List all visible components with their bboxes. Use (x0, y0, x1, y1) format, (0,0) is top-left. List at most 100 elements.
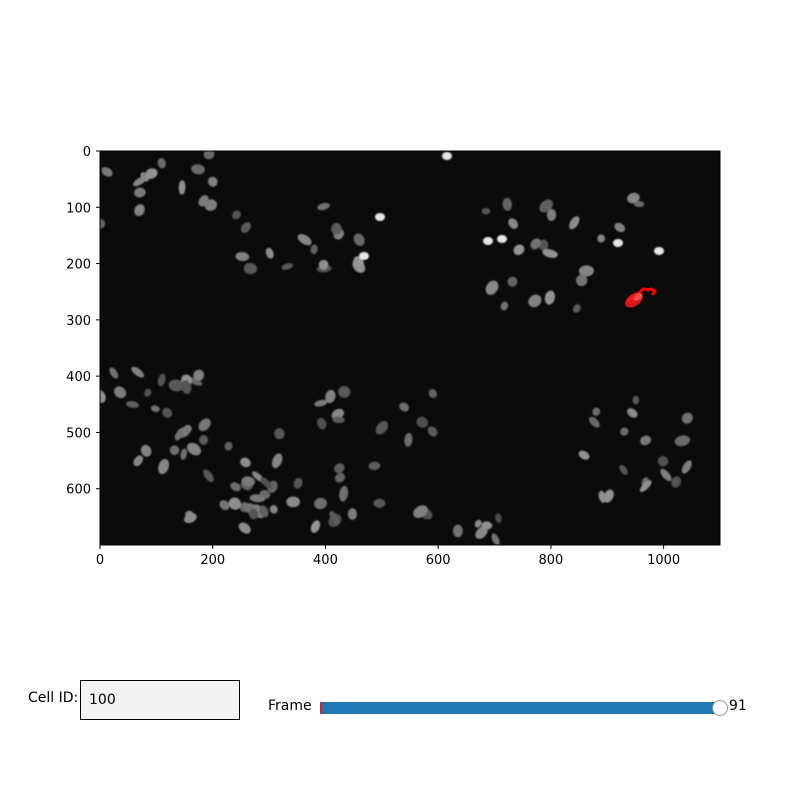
microscopy-image[interactable] (83, 148, 720, 546)
cell-nucleus (627, 408, 638, 418)
frame-slider-handle[interactable] (712, 700, 728, 716)
cell-nucleus (329, 510, 339, 525)
cell-nucleus (681, 412, 693, 424)
cell-nucleus (502, 197, 512, 211)
cell-nucleus (481, 521, 493, 530)
cell-nucleus (338, 386, 351, 398)
bright-nucleus (613, 239, 623, 247)
image-background (100, 151, 720, 545)
cell-nucleus (114, 386, 127, 399)
cell-nucleus (614, 222, 626, 233)
cell-nucleus (260, 477, 273, 489)
cell-nucleus (507, 276, 518, 287)
cell-nucleus (317, 202, 330, 211)
cell-nucleus (259, 505, 269, 518)
cell-nucleus (293, 477, 303, 489)
y-axis: 0 100 200 300 400 500 600 (66, 145, 100, 498)
y-tick-label: 400 (66, 370, 91, 385)
cell-nucleus (639, 480, 652, 492)
cell-nucleus (134, 204, 145, 217)
cell-nucleus (150, 405, 160, 412)
y-tick-label: 0 (83, 145, 91, 160)
cell-nucleus (198, 195, 209, 207)
cell-nucleus (331, 222, 342, 235)
cell-nucleus (508, 218, 519, 229)
cell-nucleus (100, 389, 106, 404)
cell-nucleus (240, 222, 251, 233)
cell-nucleus (317, 417, 327, 430)
cell-nucleus (500, 301, 509, 311)
cell-nucleus (238, 522, 251, 534)
cell-nucleus (168, 379, 185, 392)
cell-nucleus (339, 485, 349, 502)
cell-nucleus (203, 469, 214, 483)
cell-nucleus (133, 455, 144, 467)
cell-nucleus (265, 247, 274, 259)
cell-nucleus (243, 262, 258, 275)
cell-nucleus (544, 290, 555, 305)
cell-nucleus (144, 388, 152, 397)
cell-nucleus (133, 176, 147, 187)
cell-nucleus (274, 428, 285, 440)
y-tick-label: 200 (66, 258, 91, 273)
cell-nucleus (180, 448, 188, 460)
cell-nucleus (640, 435, 652, 446)
frame-slider-start-marker (320, 702, 322, 714)
cell-nucleus (542, 249, 558, 258)
cell-nucleus (269, 505, 278, 514)
cell-nucleus (619, 464, 628, 475)
cell-nucleus (224, 441, 233, 451)
cell-nucleus (193, 369, 205, 381)
cell-nucleus (375, 421, 389, 435)
cell-nucleus (627, 192, 640, 204)
x-axis: 0 200 400 600 800 1000 (96, 545, 680, 568)
cell-id-input[interactable] (80, 680, 240, 720)
cell-nucleus (131, 366, 145, 378)
cell-nucleus (109, 367, 119, 379)
cell-nucleus (633, 201, 645, 208)
x-tick-label: 400 (313, 553, 338, 568)
cell-nucleus (230, 482, 241, 492)
cell-nucleus (271, 453, 283, 469)
cell-nucleus (598, 490, 607, 503)
cell-nucleus (368, 461, 381, 470)
y-tick-label: 500 (66, 426, 91, 441)
cell-nucleus (178, 180, 186, 195)
cell-nucleus (569, 216, 580, 230)
x-tick-label: 1000 (647, 553, 680, 568)
cell-nucleus (603, 489, 614, 503)
cell-nucleus (576, 274, 588, 287)
cell-nucleus (281, 263, 294, 270)
cell-nucleus (126, 400, 140, 408)
cell-nucleus (183, 513, 197, 524)
cell-nucleus (597, 234, 606, 243)
cell-nucleus (228, 497, 241, 510)
cell-nucleus (681, 460, 692, 474)
cell-nucleus (140, 444, 152, 457)
cell-nucleus (404, 432, 413, 447)
cell-id-label: Cell ID: (28, 690, 79, 706)
bright-nucleus (359, 252, 369, 260)
cell-nucleus (169, 445, 180, 456)
cell-nucleus (332, 416, 345, 424)
cell-nucleus (592, 407, 601, 416)
cell-nucleus (191, 164, 205, 175)
cell-nucleus (203, 151, 215, 160)
x-tick-label: 0 (96, 553, 104, 568)
axes-frame (99, 150, 721, 546)
cell-nucleus (452, 524, 463, 538)
cell-nucleus (495, 513, 502, 523)
cell-nucleus (578, 450, 590, 460)
cell-nucleus (248, 508, 259, 520)
cell-nucleus (314, 399, 328, 407)
frame-slider[interactable] (320, 702, 720, 714)
cell-nucleus (241, 476, 255, 487)
cell-nucleus (481, 208, 491, 215)
cell-nucleus (578, 265, 594, 277)
cell-nucleus (318, 259, 329, 270)
cell-nucleus (513, 244, 525, 256)
cell-nucleus (347, 508, 358, 520)
cell-nuclei (100, 151, 693, 545)
cell-nucleus (232, 210, 241, 220)
